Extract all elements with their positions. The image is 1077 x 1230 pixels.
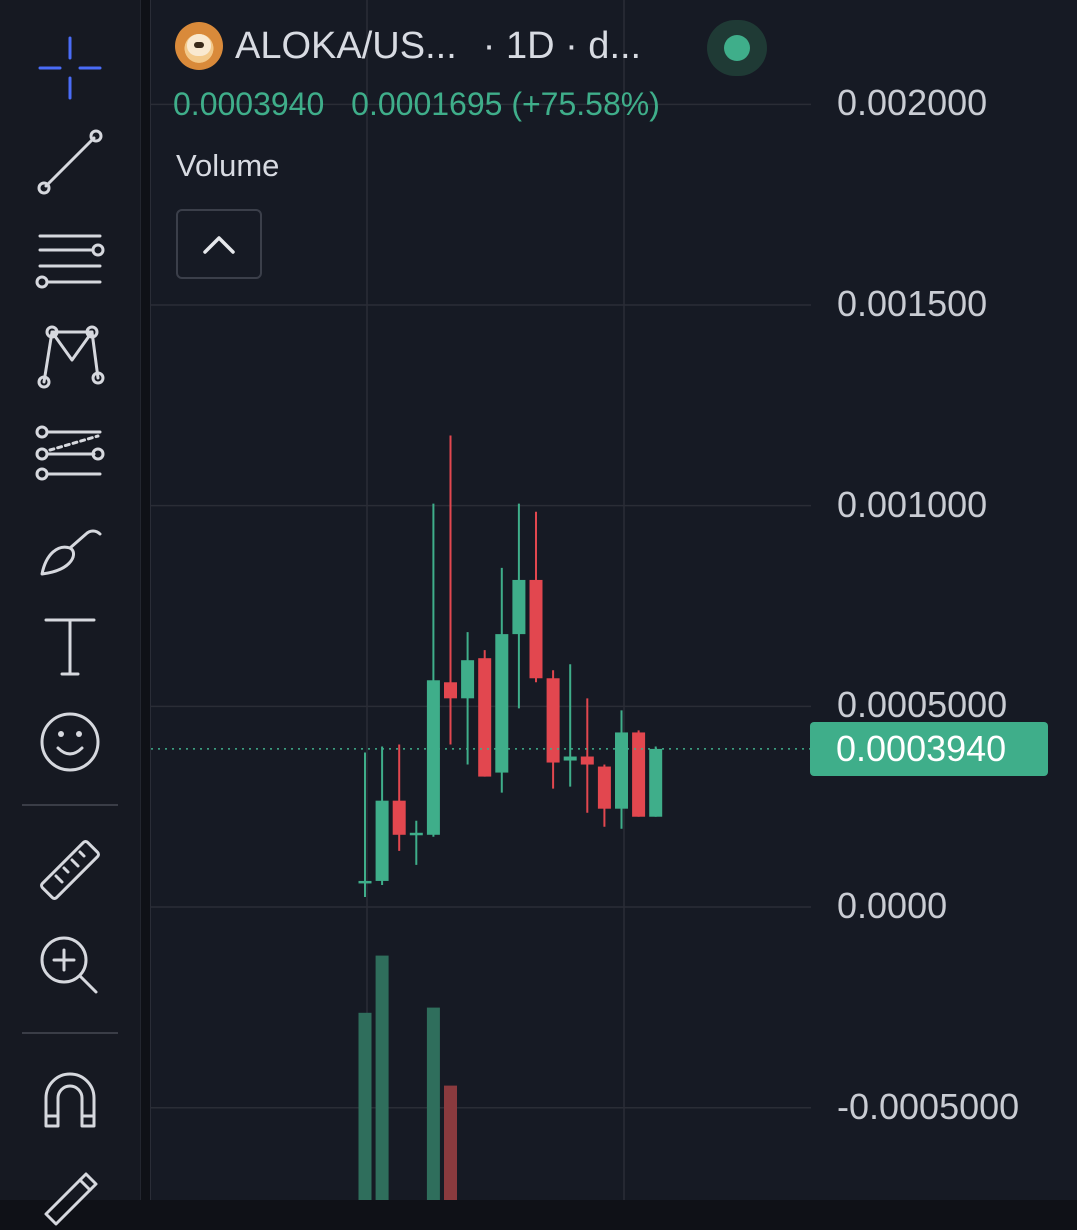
horizontal-lines-tool[interactable]	[22, 220, 118, 300]
brush-icon	[40, 529, 102, 576]
price-axis-label: 0.0000	[837, 885, 948, 927]
candle-body	[495, 634, 509, 773]
emoji-icon	[40, 712, 100, 772]
volume-bar	[426, 1007, 440, 1200]
collapse-legend-button[interactable]	[176, 209, 262, 279]
volume-bar	[375, 955, 389, 1200]
trend-line-icon	[37, 129, 103, 195]
price-axis-label: 0.001000	[837, 483, 988, 525]
crosshair-tool[interactable]	[22, 28, 118, 108]
candle-body	[444, 682, 457, 699]
volume-bar	[358, 1012, 372, 1200]
price-axis-label: 0.002000	[837, 82, 988, 124]
horizontal-lines-icon	[35, 234, 105, 289]
emoji-tool[interactable]	[22, 702, 118, 782]
candle-body	[563, 756, 577, 761]
chart-panel[interactable]: ALOKA/US... · 1D · d... 0.0003940 0.0001…	[150, 0, 1077, 1200]
last-price-tag: 0.0003940	[810, 722, 1048, 776]
candle-body	[409, 832, 423, 836]
ohlc-values: 0.0003940 0.0001695 (+75.58%)	[173, 86, 678, 123]
volume-bar	[444, 1085, 457, 1200]
price-axis-label: -0.0005000	[837, 1085, 1020, 1127]
symbol-name: ALOKA/US...	[235, 24, 457, 67]
ruler-icon	[40, 840, 100, 900]
market-status-indicator[interactable]	[707, 20, 767, 76]
candle-body	[392, 800, 406, 835]
prediction-icon	[35, 425, 105, 481]
symbol-legend[interactable]: ALOKA/US... · 1D · d...	[175, 22, 641, 70]
candle-body	[375, 800, 389, 881]
volume-indicator-label[interactable]: Volume	[176, 148, 280, 183]
candle-body	[649, 748, 663, 817]
candle-body	[546, 678, 560, 763]
price-axis-label: 0.0005000	[837, 684, 1008, 726]
candlestick-chart[interactable]	[151, 0, 1077, 1200]
zoom-in-icon	[40, 936, 98, 994]
magnet-tool[interactable]	[22, 1060, 118, 1140]
text-tool-icon	[44, 618, 96, 676]
candle-body	[632, 732, 646, 817]
interval-label: · 1D · d...	[482, 24, 642, 67]
pattern-icon	[37, 325, 105, 389]
prediction-tool[interactable]	[22, 414, 118, 494]
pencil-lock-icon	[44, 1172, 98, 1226]
crosshair-icon	[38, 36, 102, 100]
change-value: 0.0001695 (+75.58%)	[351, 86, 660, 122]
chevron-up-icon	[203, 236, 235, 254]
zoom-in-tool[interactable]	[22, 926, 118, 1006]
magnet-icon	[44, 1072, 96, 1128]
pencil-lock-tool[interactable]	[22, 1150, 118, 1230]
status-dot-icon	[724, 35, 750, 61]
ruler-tool[interactable]	[22, 830, 118, 910]
coin-logo-icon	[175, 22, 223, 70]
candle-body	[358, 880, 372, 884]
candle-body	[512, 579, 526, 635]
candle-body	[478, 658, 492, 777]
candle-body	[597, 766, 611, 809]
candle-body	[529, 579, 543, 679]
pattern-tool[interactable]	[22, 316, 118, 396]
candle-body	[580, 756, 594, 765]
toolbar-divider	[22, 804, 118, 806]
trend-line-tool[interactable]	[22, 122, 118, 202]
candle-body	[461, 660, 475, 699]
text-tool[interactable]	[22, 606, 118, 686]
last-value: 0.0003940	[173, 86, 325, 122]
brush-tool[interactable]	[22, 510, 118, 590]
price-axis-label: 0.001500	[837, 283, 988, 325]
drawing-toolbar	[0, 0, 141, 1226]
toolbar-divider	[22, 1032, 118, 1034]
candle-body	[615, 732, 628, 809]
candle-body	[426, 680, 440, 835]
